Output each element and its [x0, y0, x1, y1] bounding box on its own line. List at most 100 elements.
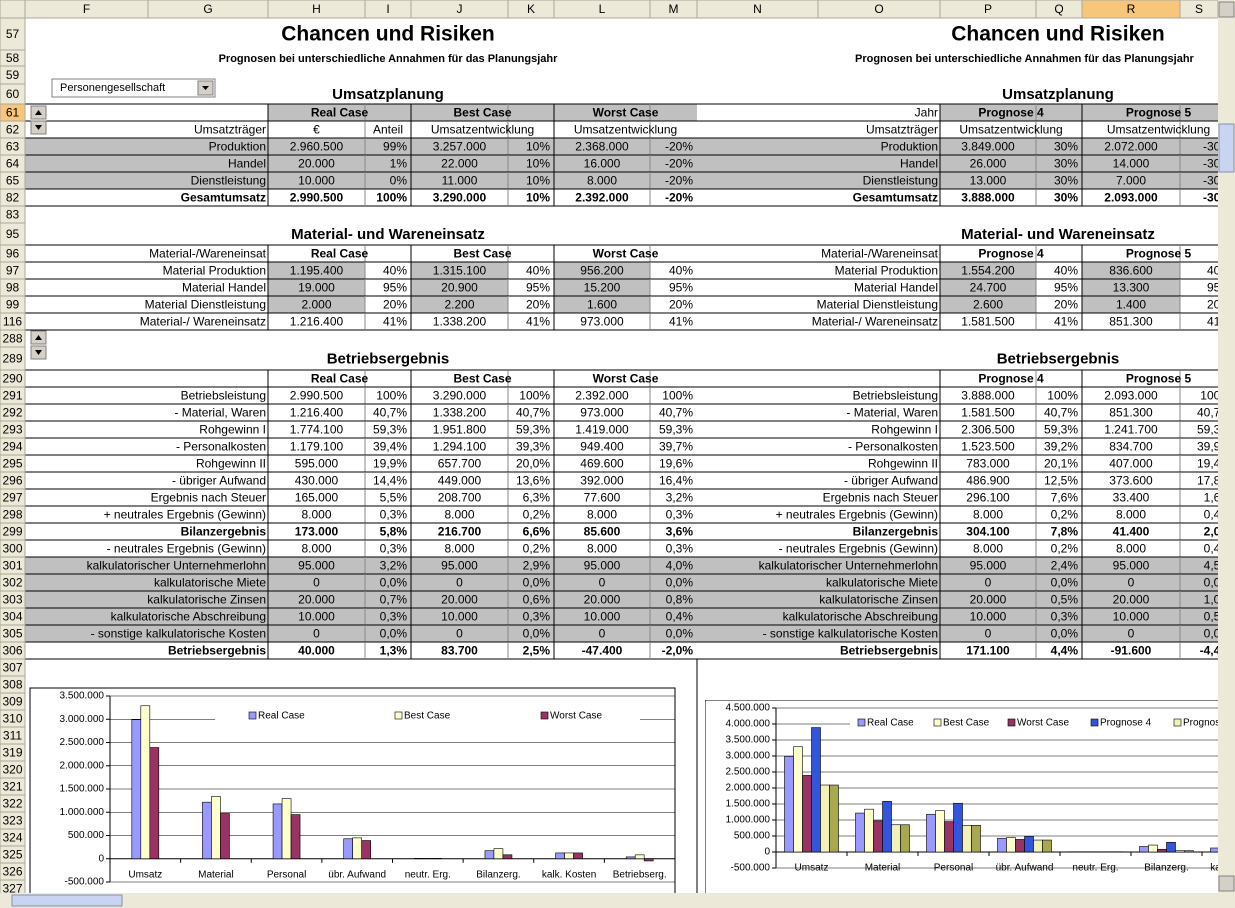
row-label: + neutrales Ergebnis (Gewinn) [776, 508, 938, 522]
value-cell: 1.581.500 [961, 315, 1015, 329]
dropdown[interactable]: Personengesellschaft [51, 78, 216, 98]
x-tick-label: Material [198, 869, 234, 880]
scroll-track[interactable] [1218, 0, 1235, 893]
bar [634, 854, 645, 860]
cell-shade [1082, 262, 1180, 279]
value-cell: 208.700 [438, 491, 482, 505]
percent-cell: -20% [665, 191, 693, 205]
header-cell: Umsatzentwicklung [959, 123, 1062, 137]
value-cell: 0 [599, 576, 606, 590]
value-cell: 0 [985, 627, 992, 641]
percent-cell: 19,4% [1197, 457, 1231, 471]
row-number: 61 [6, 106, 20, 120]
row-label: Gesamtumsatz [853, 191, 938, 205]
value-cell: 851.300 [1109, 406, 1153, 420]
y-tick-label: 4.500.000 [726, 703, 771, 714]
legend-label: Prognose 5 [1183, 718, 1235, 729]
dropdown-arrow [202, 86, 209, 90]
x-tick-label: Personal [267, 869, 306, 880]
header-cell: Umsatzentwicklung [431, 123, 534, 137]
row-number: 82 [6, 191, 20, 205]
row-number: 303 [2, 593, 22, 607]
row-label: - Material, Waren [174, 406, 266, 420]
percent-cell: -30% [1203, 191, 1231, 205]
value-cell: -47.400 [582, 644, 623, 658]
cell-shade [697, 155, 1218, 172]
row-label: kalkulatorische Abschreibung [111, 610, 266, 624]
row-label: Bilanzergebnis [181, 525, 267, 539]
value-cell: 40.000 [298, 644, 335, 658]
row-label: - sonstige kalkulatorische Kosten [763, 627, 938, 641]
percent-cell: 100% [519, 389, 550, 403]
row-label: kalkulatorischer Unternehmerlohn [759, 559, 938, 573]
bar [971, 824, 981, 853]
value-cell: 2.072.000 [1104, 140, 1158, 154]
cell-shade [697, 172, 1218, 189]
y-tick-label: 2.500.000 [60, 737, 105, 748]
bar [1024, 836, 1034, 853]
scroll-track[interactable] [0, 893, 1235, 908]
percent-cell: 100% [1200, 389, 1231, 403]
value-cell: 3.849.000 [961, 140, 1015, 154]
bar [1175, 850, 1185, 853]
row-header [0, 17, 26, 51]
legend-swatch [540, 711, 549, 720]
value-cell: 1.338.200 [433, 315, 487, 329]
row-number: 64 [6, 157, 20, 171]
spin-buttons[interactable] [30, 105, 47, 360]
row-label: Rohgewinn I [871, 423, 938, 437]
row-number: 290 [2, 372, 22, 386]
row-number: 59 [6, 68, 20, 82]
percent-cell: 1,0% [1204, 593, 1232, 607]
scroll-down[interactable] [1218, 875, 1235, 892]
arrow [35, 125, 42, 130]
percent-cell: 20% [669, 298, 693, 312]
value-cell: 1.581.500 [961, 406, 1015, 420]
value-cell: 8.000 [444, 508, 474, 522]
y-tick-label: 1.500.000 [726, 799, 771, 810]
row-label: Material Handel [182, 281, 266, 295]
value-cell: 95.000 [970, 559, 1007, 573]
row-number: 325 [2, 848, 22, 862]
heading: Betriebsergebnis [997, 350, 1120, 367]
percent-cell: 0,5% [1051, 593, 1079, 607]
row-number: 302 [2, 576, 22, 590]
value-cell: 165.000 [295, 491, 339, 505]
dropdown-box[interactable] [51, 78, 216, 98]
row-number: 98 [6, 281, 20, 295]
value-cell: 469.600 [580, 457, 624, 471]
percent-cell: 10% [526, 174, 550, 188]
percent-cell: 40% [383, 264, 407, 278]
percent-cell: 30% [1054, 140, 1078, 154]
row-number: 298 [2, 508, 22, 522]
cell-shade [697, 574, 1218, 591]
value-cell: 14.000 [1113, 157, 1150, 171]
value-cell: 1.523.500 [961, 440, 1015, 454]
percent-cell: 0,2% [523, 542, 551, 556]
vertical-scrollbar[interactable] [1218, 0, 1235, 893]
scroll-thumb[interactable] [11, 894, 123, 907]
row-number: 292 [2, 406, 22, 420]
row-label: - neutrales Ergebnis (Gewinn) [779, 542, 938, 556]
bar [997, 837, 1007, 853]
row-number: 57 [6, 27, 20, 41]
value-cell: 95.000 [1113, 559, 1150, 573]
percent-cell: 20,0% [516, 457, 550, 471]
scroll-up[interactable] [1218, 1, 1235, 18]
x-tick-label: Material [865, 863, 901, 874]
row-number: 308 [2, 678, 22, 692]
column-label: H [312, 2, 321, 16]
x-tick-label: Bilanzerg. [1144, 863, 1188, 874]
value-cell: 8.000 [1116, 542, 1146, 556]
row-number: 289 [2, 352, 22, 366]
bar [564, 852, 574, 860]
cell-shade [411, 262, 508, 279]
bar [555, 852, 565, 860]
scroll-thumb[interactable] [1218, 123, 1235, 173]
value-cell: 10.000 [970, 610, 1007, 624]
horizontal-scrollbar[interactable] [0, 893, 1235, 908]
legend-swatch [1007, 718, 1016, 727]
x-tick-label: neutr. Erg. [1072, 863, 1118, 874]
value-cell: 2.093.000 [1104, 191, 1158, 205]
row-number: 58 [6, 51, 20, 65]
